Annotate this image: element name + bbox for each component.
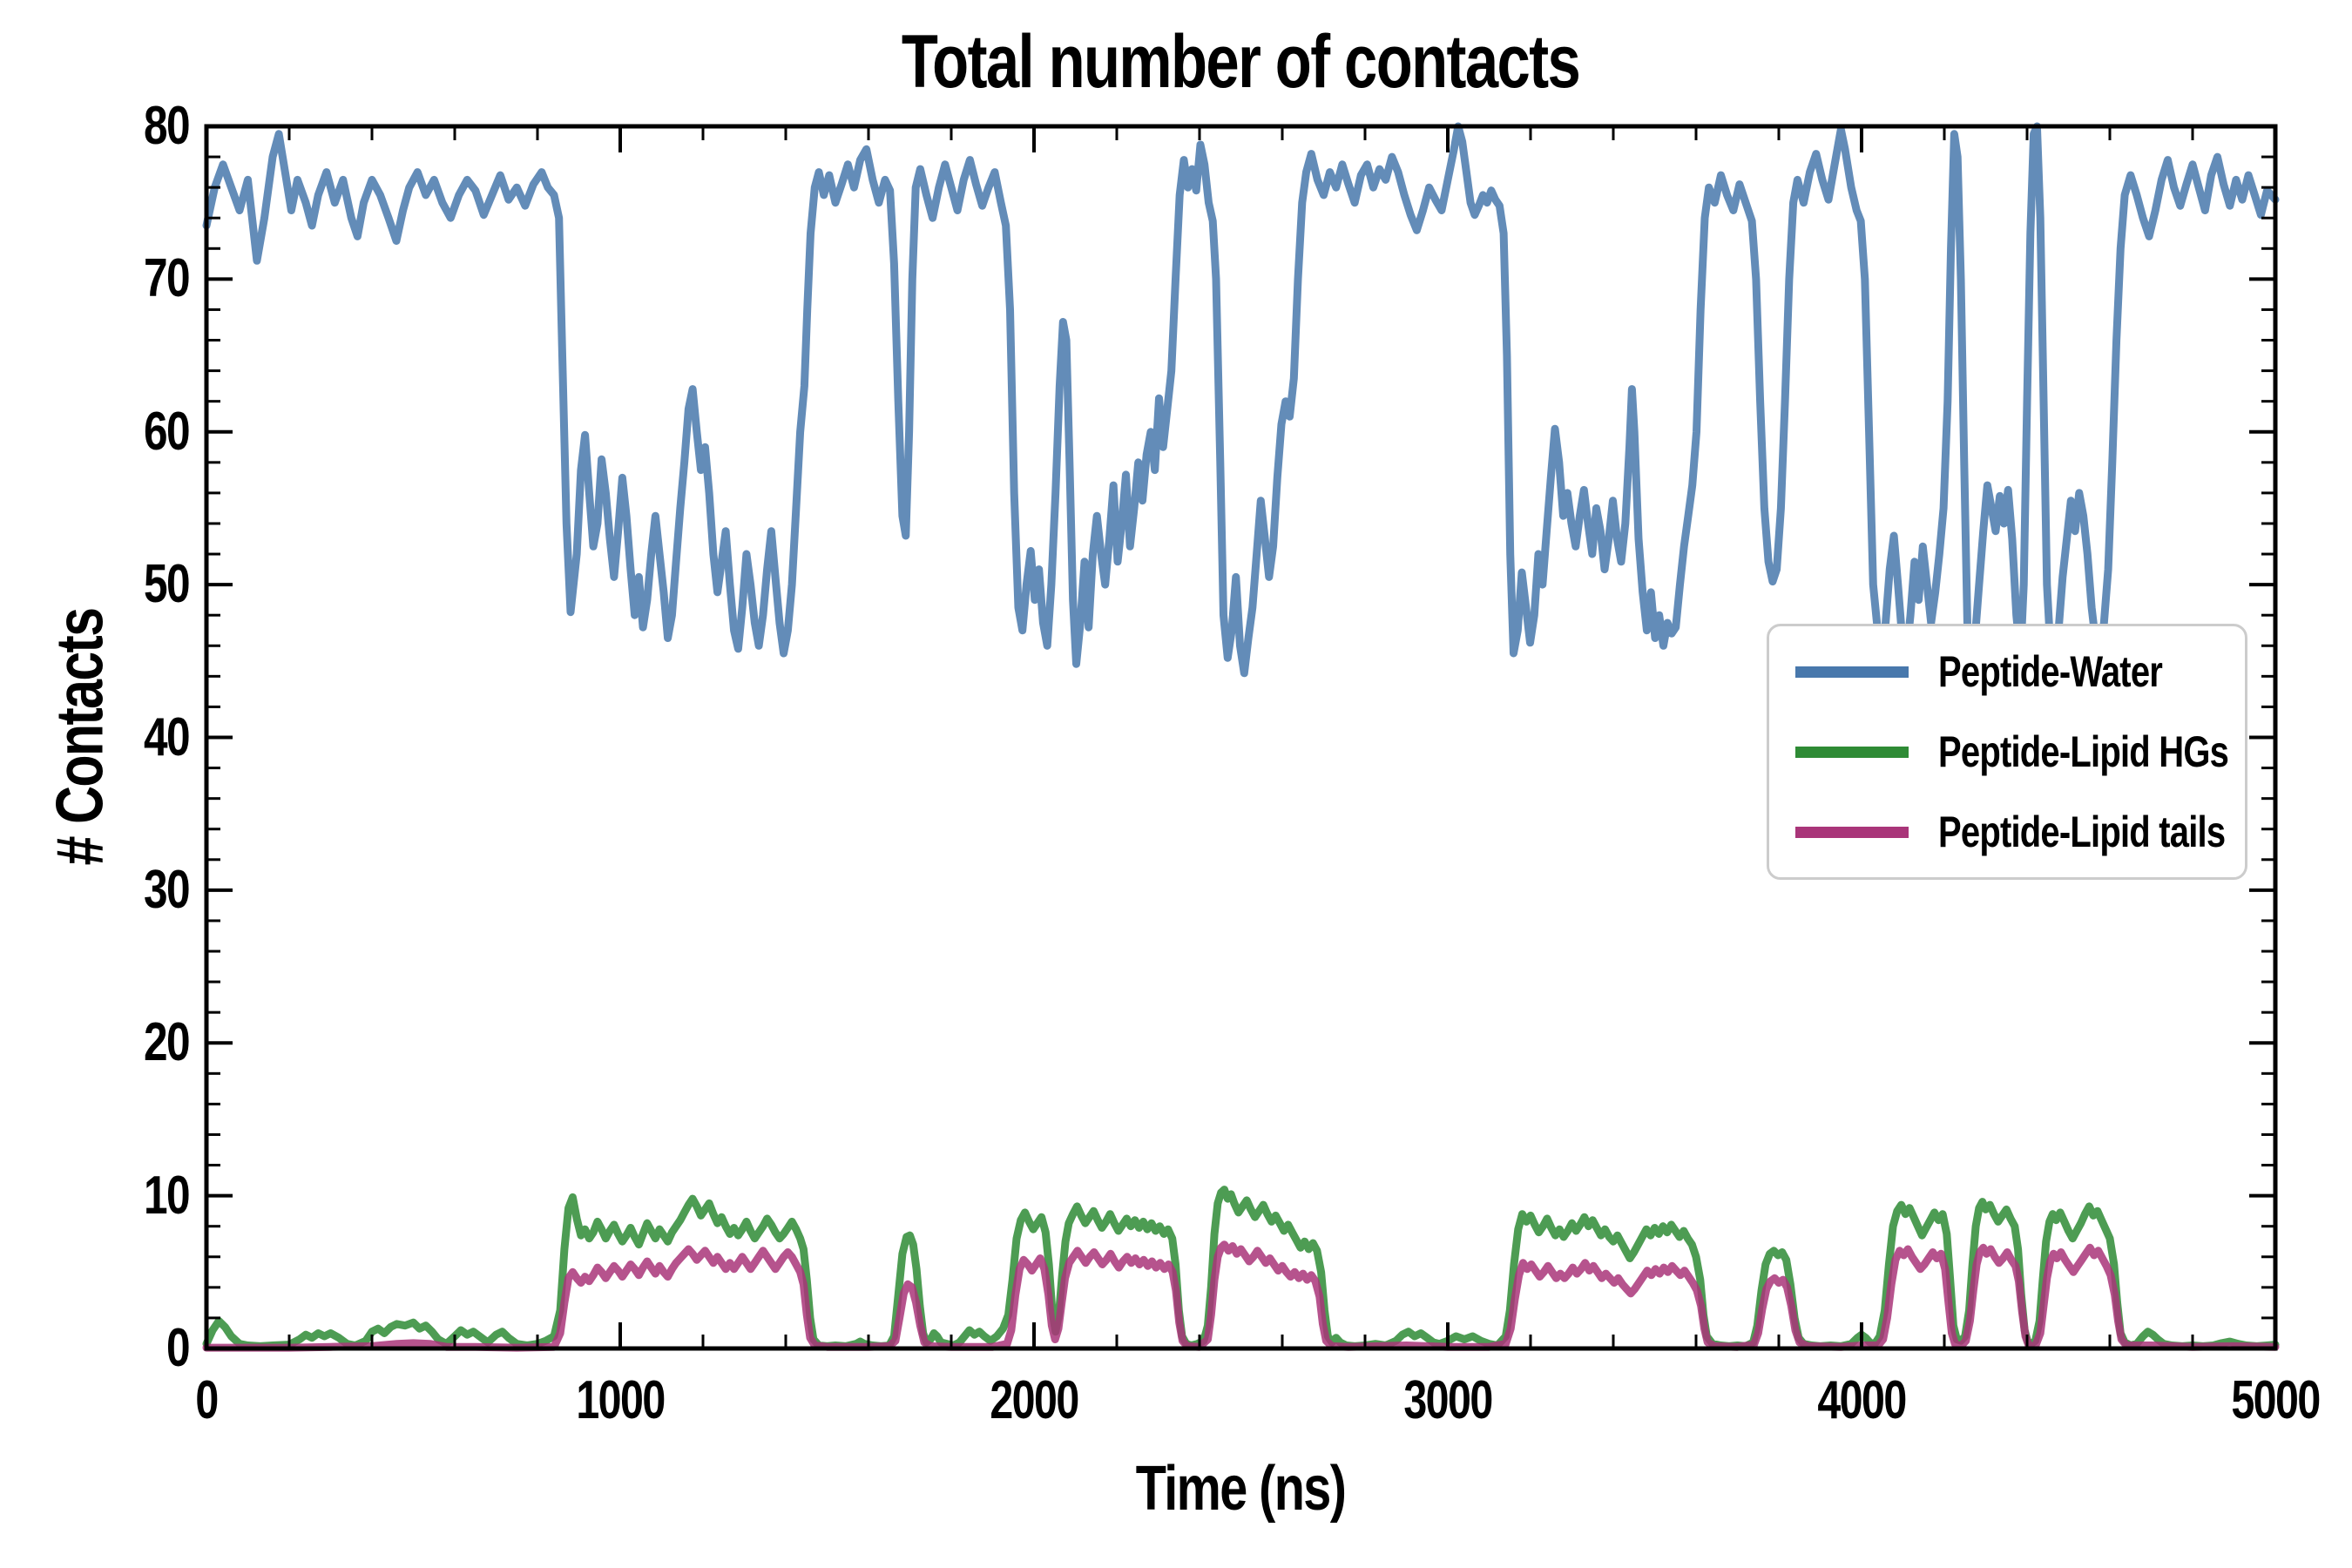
legend: Peptide-Water Peptide-Lipid HGs Peptide-… [1767, 624, 2247, 880]
y-tick-label-60: 60 [144, 401, 191, 462]
x-axis-title: Time (ns) [1135, 1454, 1347, 1524]
y-tick-label-40: 40 [144, 706, 191, 767]
y-tick-label-20: 20 [144, 1012, 191, 1073]
y-tick-label-0: 0 [166, 1318, 191, 1378]
y-tick-label-80: 80 [144, 96, 191, 156]
legend-label-peptide-lipid-hgs: Peptide-Lipid HGs [1938, 727, 2229, 776]
y-tick-label-30: 30 [144, 859, 191, 920]
series-line-peptide-lipid-tails [202, 1240, 2280, 1352]
x-tick-label-1000: 1000 [576, 1370, 666, 1430]
chart-title: Total number of contacts [901, 20, 1581, 104]
legend-swatch-peptide-water [1795, 666, 1909, 678]
y-tick-label-50: 50 [144, 554, 191, 615]
x-tick-label-0: 0 [195, 1370, 219, 1430]
legend-item-peptide-lipid-tails: Peptide-Lipid tails [1769, 792, 2245, 872]
series-line-peptide-lipid-hgs [202, 1186, 2280, 1350]
y-tick-label-70: 70 [144, 248, 191, 309]
legend-swatch-peptide-lipid-tails [1795, 826, 1909, 838]
legend-item-peptide-lipid-hgs: Peptide-Lipid HGs [1769, 712, 2245, 792]
legend-label-peptide-lipid-tails: Peptide-Lipid tails [1938, 808, 2226, 856]
x-tick-label-4000: 4000 [1817, 1370, 1907, 1430]
y-tick-label-10: 10 [144, 1165, 191, 1226]
plot-area [204, 124, 2278, 1351]
series-line-peptide-water [202, 122, 2280, 678]
x-tick-label-3000: 3000 [1403, 1370, 1493, 1430]
legend-item-peptide-water: Peptide-Water [1769, 632, 2245, 712]
legend-label-peptide-water: Peptide-Water [1938, 647, 2163, 696]
x-tick-label-5000: 5000 [2231, 1370, 2321, 1430]
legend-swatch-peptide-lipid-hgs [1795, 746, 1909, 758]
x-tick-label-2000: 2000 [990, 1370, 1079, 1430]
